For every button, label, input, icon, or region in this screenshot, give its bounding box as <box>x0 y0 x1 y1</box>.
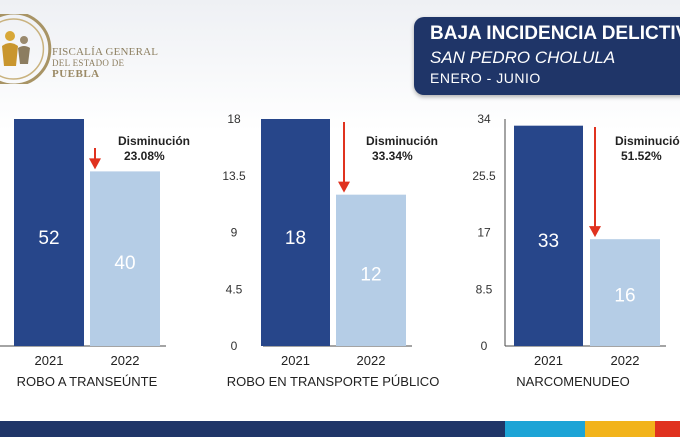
category-label: 2022 <box>357 353 386 368</box>
y-tick-label: 34 <box>477 112 491 126</box>
y-tick-label: 8.5 <box>476 282 493 296</box>
decrease-arrow-icon <box>89 158 101 170</box>
banner-subtitle: SAN PEDRO CHOLULA <box>430 48 616 67</box>
org-line-1: FISCALÍA GENERAL <box>52 46 159 58</box>
org-line-2: DEL ESTADO DE <box>52 58 125 68</box>
bar-value-label: 40 <box>114 253 135 274</box>
decrease-label: Disminución <box>366 134 438 148</box>
bar-2021 <box>14 119 84 346</box>
category-label: 2022 <box>611 353 640 368</box>
color-stripe <box>0 418 680 437</box>
bar-value-label: 33 <box>538 231 559 252</box>
decrease-label: Disminución <box>615 134 680 148</box>
chart-title: ROBO A TRANSEÚNTE <box>17 374 158 389</box>
bar-value-label: 52 <box>38 228 59 249</box>
y-tick-label: 0 <box>231 339 238 353</box>
bar-value-label: 16 <box>614 286 635 307</box>
category-label: 2022 <box>111 353 140 368</box>
y-tick-label: 13.5 <box>222 169 246 183</box>
y-tick-label: 0 <box>481 339 488 353</box>
decrease-arrow-icon <box>589 226 601 238</box>
y-tick-label: 9 <box>231 226 238 240</box>
decrease-percent: 23.08% <box>124 149 165 163</box>
y-tick-label: 17 <box>477 226 491 240</box>
bar-2022 <box>590 239 660 346</box>
title-banner: BAJA INCIDENCIA DELICTIVA SAN PEDRO CHOL… <box>414 17 680 95</box>
y-tick-label: 4.5 <box>226 282 243 296</box>
banner-period: ENERO - JUNIO <box>430 70 541 86</box>
category-label: 2021 <box>534 353 563 368</box>
bar-value-label: 12 <box>360 264 381 285</box>
bar-2022 <box>336 194 406 346</box>
category-label: 2021 <box>35 353 64 368</box>
y-tick-label: 18 <box>227 112 241 126</box>
emblem-icon <box>0 14 52 84</box>
logo: FISCALÍA GENERAL DEL ESTADO DE PUEBLA <box>0 14 160 84</box>
banner-title: BAJA INCIDENCIA DELICTIVA <box>430 23 680 44</box>
bar-value-label: 18 <box>285 228 306 249</box>
org-line-3: PUEBLA <box>52 68 100 80</box>
category-label: 2021 <box>281 353 310 368</box>
decrease-label: Disminución <box>118 134 190 148</box>
bar-2022 <box>90 171 160 346</box>
decrease-arrow-icon <box>338 181 350 193</box>
chart-title: ROBO EN TRANSPORTE PÚBLICO <box>227 374 440 389</box>
bar-2021 <box>514 125 583 346</box>
decrease-percent: 51.52% <box>621 149 662 163</box>
organization-name: FISCALÍA GENERAL DEL ESTADO DE PUEBLA <box>52 47 158 80</box>
y-tick-label: 25.5 <box>472 169 496 183</box>
chart-title: NARCOMENUDEO <box>516 374 629 389</box>
decrease-percent: 33.34% <box>372 149 413 163</box>
bar-2021 <box>261 119 330 346</box>
